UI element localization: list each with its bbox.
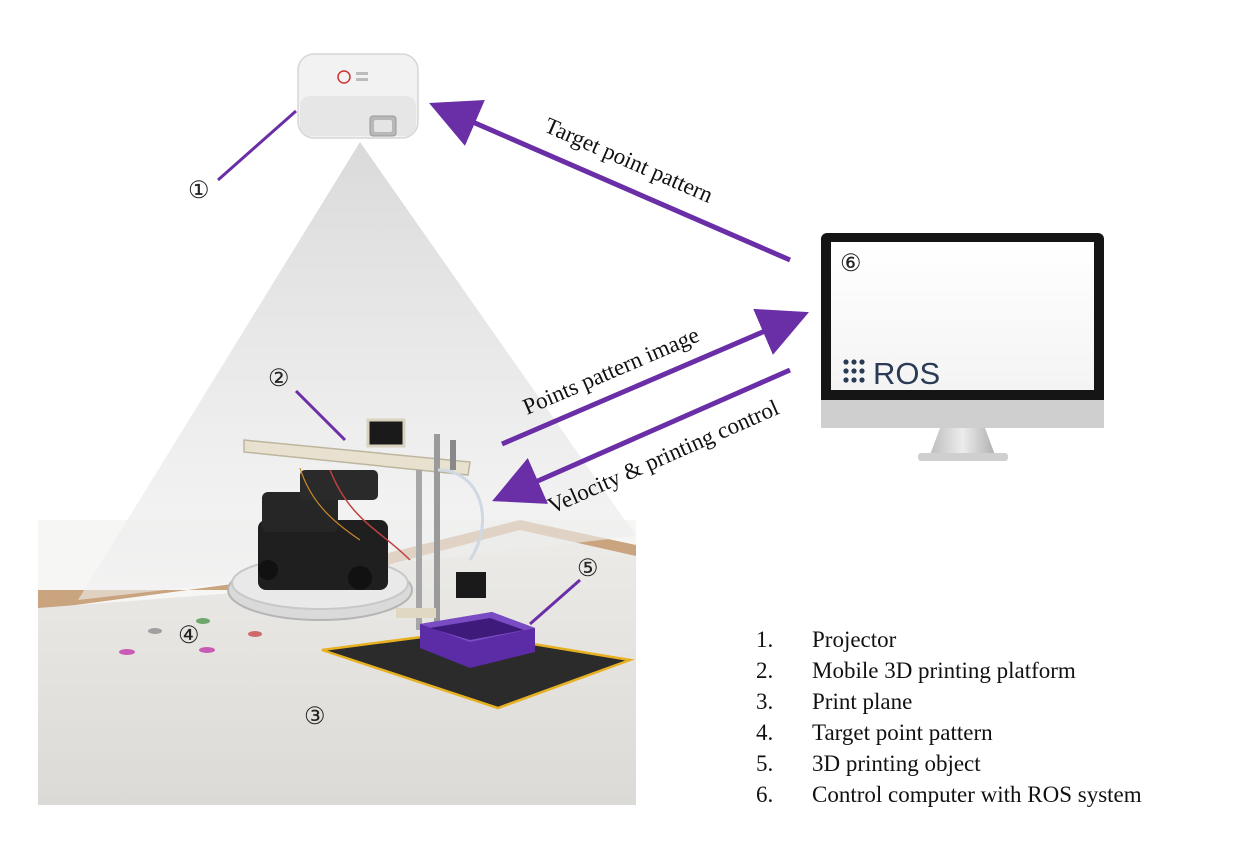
ros-logo-icon: [843, 359, 865, 383]
callout-5: ⑤: [577, 556, 599, 582]
projector-device: [297, 53, 419, 139]
legend-item: 1. Projector: [756, 627, 897, 652]
printing-platform: [227, 418, 486, 634]
callout-1: ①: [188, 178, 210, 204]
flow-arrows: [429, 100, 809, 504]
power-button-icon: [337, 70, 351, 84]
table-edge: [38, 520, 636, 610]
arrow-velocity-control: [492, 367, 792, 504]
callout-4: ④: [178, 623, 200, 649]
monitor-device: ROS: [821, 233, 1104, 461]
monitor-screen: [831, 242, 1094, 390]
target-point-pattern: [119, 618, 262, 655]
legend-item: 3. Print plane: [756, 689, 913, 714]
legend-item: 5. 3D printing object: [756, 751, 981, 776]
label-target-pattern: Target point pattern: [541, 113, 717, 208]
ros-label: ROS: [873, 356, 940, 391]
callout-lines: [217, 109, 581, 626]
callout-6: ⑥: [840, 251, 862, 277]
legend-item: 2. Mobile 3D printing platform: [756, 658, 1076, 683]
legend: 1. Projector 2. Mobile 3D printing platfor…: [756, 624, 1142, 810]
print-bed: [321, 612, 635, 710]
print-plane-surface: [38, 530, 636, 805]
legend-item: 4. Target point pattern: [756, 720, 993, 745]
callout-2: ②: [268, 366, 290, 392]
legend-item: 6. Control computer with ROS system: [756, 782, 1142, 807]
arrow-points-image: [501, 308, 809, 447]
arrow-target-pattern: [429, 100, 791, 263]
callout-3: ③: [304, 704, 326, 730]
